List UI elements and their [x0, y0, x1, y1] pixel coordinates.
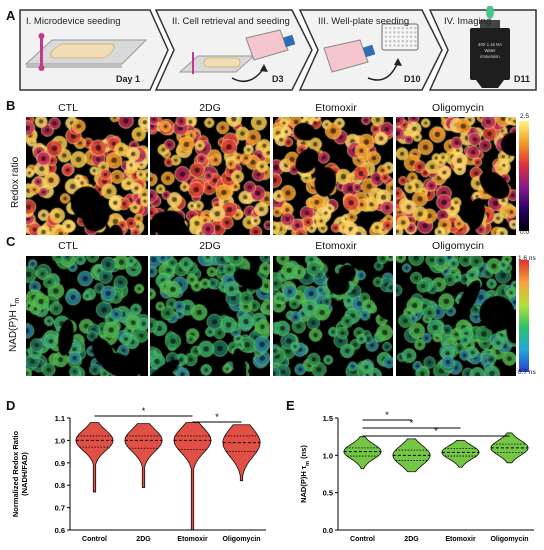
redox-colorbar: [519, 121, 529, 231]
significance-star: *: [142, 406, 146, 416]
step-2-day: D3: [272, 74, 284, 84]
significance-star: *: [215, 412, 219, 422]
redox-image-etomoxir: [273, 117, 393, 235]
flask-icon-2: [323, 39, 376, 73]
x-tick-label: 2DG: [404, 536, 419, 543]
nadph-colorbar-max: 1.6 ns: [518, 255, 536, 262]
x-tick-label: Control: [82, 536, 107, 543]
redox-violin-chart: 0.6 0.7 0.8 0.9 1.0 1.1 Normalized Redox Ratio…: [11, 406, 266, 543]
step-4-day: D11: [514, 74, 531, 84]
flask-icon-1: [245, 29, 296, 61]
y-tick-label: 0.5: [323, 489, 333, 498]
y-tick-label: 1.0: [55, 436, 65, 445]
significance-star: *: [434, 426, 438, 436]
y-tick-label: 0.0: [323, 526, 333, 535]
panel-label-a: A: [6, 8, 16, 23]
panel-label-b: B: [6, 98, 16, 113]
violin-2dg: [392, 438, 431, 473]
nadph-image-ctl: [26, 256, 148, 376]
x-tick-label: Etomoxir: [445, 536, 476, 543]
microdevice-small-icon: [178, 52, 256, 74]
condition-title-oligomycin-b: Oligomycin: [432, 102, 484, 114]
violin-2dg: [124, 423, 163, 488]
violin-etomoxir: [173, 422, 212, 531]
condition-title-2dg-b: 2DG: [199, 102, 221, 114]
redox-image-ctl: [26, 117, 148, 235]
violin-control: [343, 436, 382, 470]
step-1-day: Day 1: [116, 74, 141, 84]
condition-title-2dg-c: 2DG: [199, 240, 221, 252]
step-3-day: D10: [404, 74, 421, 84]
y-tick-label: 1.0: [323, 451, 333, 460]
y-axis-label: NAD(P)H τm (ns): [299, 445, 311, 503]
objective-icon: 40X 1.15 NA Water immersion: [470, 6, 510, 88]
nadph-colorbar-min: 0.7 ns: [518, 369, 536, 376]
panel-label-c: C: [6, 234, 16, 249]
significance-star: *: [385, 410, 389, 420]
x-tick-label: Oligomycin: [222, 536, 260, 543]
objective-text-2: Water: [484, 48, 496, 53]
x-tick-label: Oligomycin: [490, 536, 528, 543]
violin-oligomycin: [222, 424, 261, 482]
y-tick-label: 1.1: [55, 414, 65, 423]
violin-control: [75, 422, 114, 493]
microdevice-icon: [24, 33, 148, 71]
arrow-2-icon: [367, 61, 399, 81]
condition-title-etomoxir-c: Etomoxir: [315, 240, 357, 252]
y-axis-label: Normalized Redox Ratio(NADH/FAD): [11, 430, 29, 517]
y-tick-label: 0.7: [55, 504, 65, 513]
objective-text-1: 40X 1.15 NA: [478, 42, 502, 47]
significance-star: *: [410, 418, 414, 428]
nadph-violin-chart: 0.0 0.5 1.0 1.5 NAD(P)H τm (ns) Control 2DG Eto…: [299, 410, 534, 543]
nadph-image-etomoxir: [273, 256, 393, 376]
step-4-title: IV. Imaging: [444, 16, 492, 27]
condition-title-ctl-c: CTL: [58, 240, 78, 252]
nadph-image-oligomycin: [396, 256, 516, 376]
step-2-title: II. Cell retrieval and seeding: [172, 16, 290, 27]
objective-text-3: immersion: [480, 54, 500, 59]
nadph-colorbar: [519, 260, 529, 372]
x-tick-label: 2DG: [136, 536, 151, 543]
redox-colorbar-max: 2.5: [520, 113, 530, 120]
well-plate-icon: [381, 23, 419, 51]
y-tick-label: 1.5: [323, 414, 333, 423]
panel-label-e: E: [286, 398, 295, 413]
redox-image-oligomycin: [396, 117, 516, 235]
step-1-title: I. Microdevice seeding: [26, 16, 121, 27]
step-3-title: III. Well-plate seeding: [318, 16, 410, 27]
condition-title-ctl-b: CTL: [58, 102, 78, 114]
x-tick-label: Control: [350, 536, 375, 543]
nadph-row-label: NAD(P)H τm: [8, 297, 21, 352]
condition-title-etomoxir-b: Etomoxir: [315, 102, 357, 114]
condition-title-oligomycin-c: Oligomycin: [432, 240, 484, 252]
panel-label-d: D: [6, 398, 16, 413]
y-tick-label: 0.6: [55, 526, 65, 535]
redox-image-2dg: [150, 117, 270, 235]
y-tick-label: 0.8: [55, 481, 65, 490]
redox-row-label: Redox ratio: [10, 156, 21, 208]
redox-colorbar-min: 0.0: [520, 229, 530, 236]
nadph-image-2dg: [150, 256, 270, 376]
y-tick-label: 0.9: [55, 459, 65, 468]
x-tick-label: Etomoxir: [177, 536, 208, 543]
workflow-diagram: 40X 1.15 NA Water immersion: [19, 6, 537, 91]
violin-etomoxir: [441, 440, 480, 468]
